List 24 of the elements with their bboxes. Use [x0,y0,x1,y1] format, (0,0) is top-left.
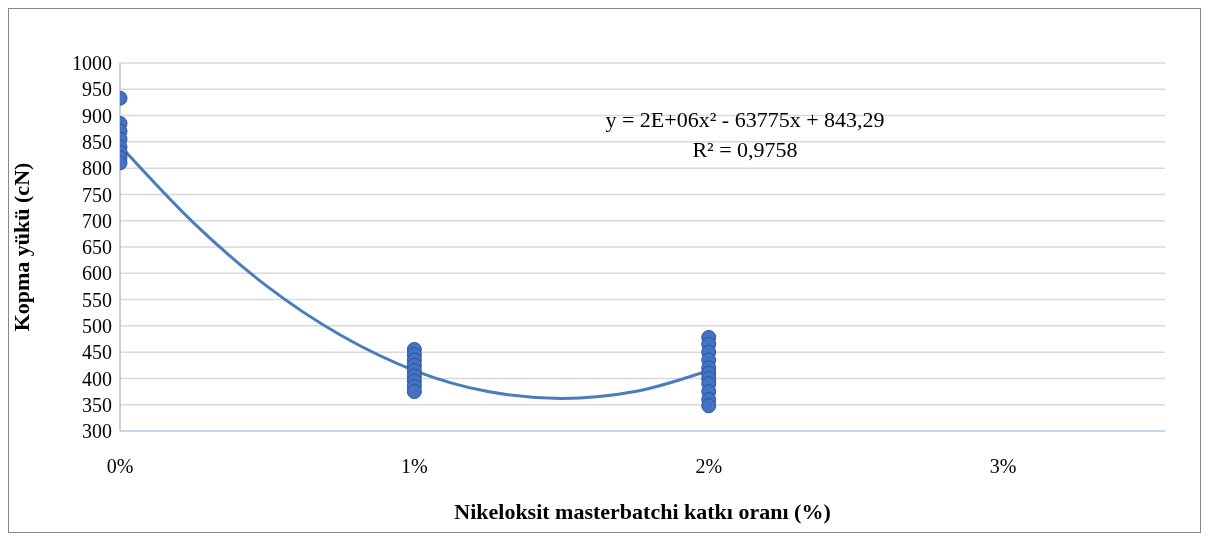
x-tick-label: 0% [106,455,134,478]
y-tick-label: 600 [82,262,112,285]
y-tick-label: 850 [82,130,112,153]
y-tick-label: 900 [82,104,112,127]
y-tick-label: 500 [82,314,112,337]
x-axis-title: Nikeloksit masterbatchi katkı oranı (%) [454,499,831,524]
annotation: R² = 0,9758 [691,137,799,163]
y-tick-label: 400 [82,367,112,390]
point [701,398,717,414]
x-tick-label: 2% [695,455,723,478]
y-tick-label: 350 [82,393,112,416]
y-tick-label: 550 [82,288,112,311]
y-tick-label: 1000 [72,52,112,75]
y-tick-label: 950 [82,78,112,101]
y-tick-label: 800 [82,157,112,180]
y-tick-label: 650 [82,236,112,259]
x-tick-label: 1% [401,455,428,478]
y-axis-title: Kopma yükü (cN) [8,162,34,332]
y-tick-label: 450 [82,341,112,364]
x-tick-label: 3% [989,455,1017,478]
y-tick-label: 700 [82,209,112,232]
y-tick-label: 300 [82,420,112,443]
y-tick-label: 750 [82,183,112,206]
annotation: y = 2E+06x² - 63775x + 843,29 [604,107,886,133]
